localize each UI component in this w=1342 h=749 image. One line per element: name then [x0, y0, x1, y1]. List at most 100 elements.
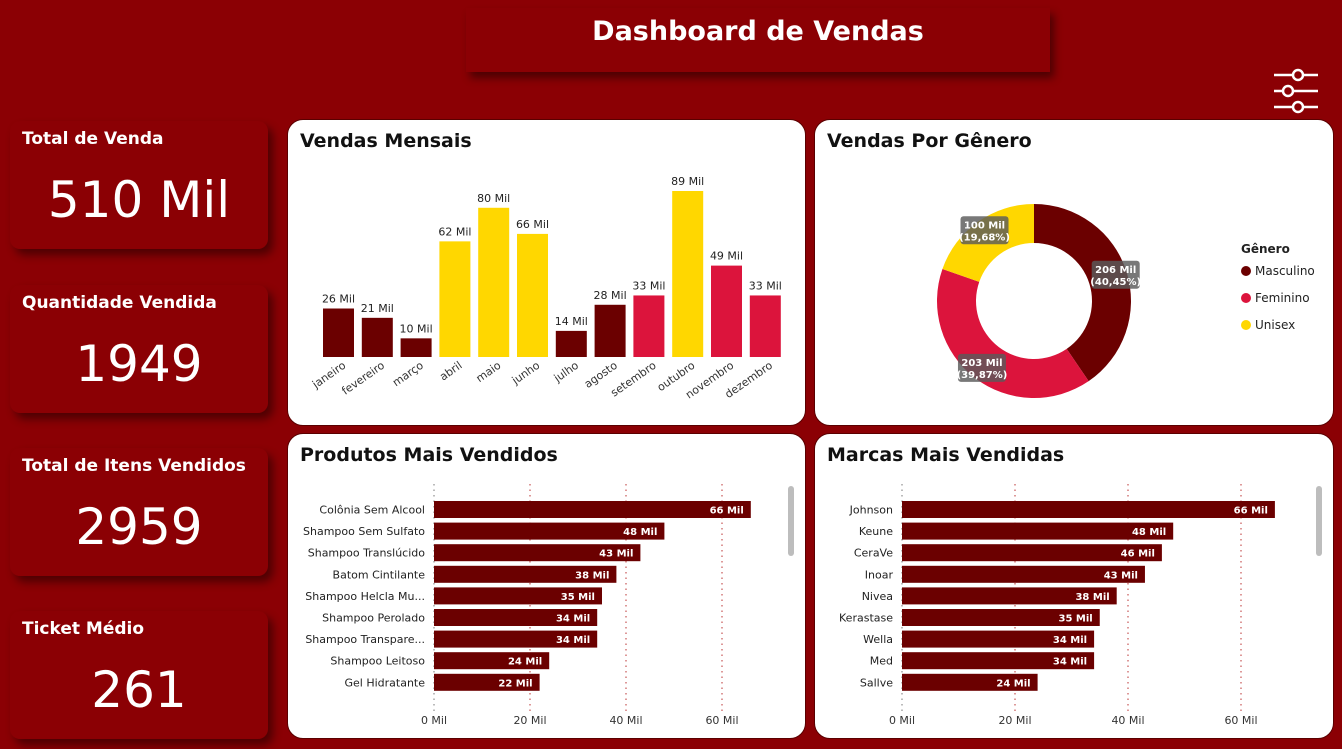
bar	[434, 501, 751, 518]
bar	[902, 587, 1117, 605]
scrollbar-thumb[interactable]	[1316, 486, 1322, 556]
category-label: Shampoo Leitoso	[330, 655, 425, 668]
x-tick-label: março	[390, 359, 426, 390]
x-tick-label: fevereiro	[339, 359, 387, 398]
data-label: 49 Mil	[710, 250, 743, 263]
bar-outubro	[672, 191, 704, 357]
data-label: 46 Mil	[1121, 549, 1155, 560]
category-label: Kerastase	[839, 612, 893, 625]
category-label: CeraVe	[854, 547, 893, 560]
card-title: Vendas Mensais	[300, 130, 472, 152]
slice-data-label: 100 Mil(19,68%)	[959, 216, 1010, 245]
bar-agosto	[594, 304, 626, 357]
data-label: 22 Mil	[498, 678, 532, 689]
category-label: Shampoo Translúcido	[308, 547, 426, 560]
slice-data-label: 203 Mil(39,87%)	[957, 353, 1007, 382]
x-tick-label: 0 Mil	[889, 714, 915, 727]
data-label-box	[957, 353, 1006, 382]
scrollbar-thumb[interactable]	[788, 486, 794, 556]
bar	[902, 673, 1038, 691]
bar-setembro	[633, 295, 665, 357]
legend-marker	[1241, 266, 1251, 276]
category-label: Shampoo Helcla Mu...	[305, 590, 425, 603]
data-label: 62 Mil	[438, 225, 471, 238]
x-tick-label: abril	[437, 359, 464, 384]
data-label: 43 Mil	[1104, 570, 1138, 581]
category-label: Inoar	[865, 568, 894, 581]
data-label: 35 Mil	[561, 592, 595, 603]
sliders-icon	[1274, 68, 1318, 114]
category-label: Batom Cintilante	[333, 568, 426, 581]
data-label-value: 206 Mil	[1095, 265, 1136, 276]
x-tick-label: 0 Mil	[421, 714, 447, 727]
kpi-total-itens: Total de Itens Vendidos 2959	[10, 448, 268, 576]
slice-data-label: 206 Mil(40,45%)	[1090, 260, 1141, 289]
category-label: Nivea	[862, 590, 893, 603]
bar-maio	[478, 207, 510, 357]
data-label: 38 Mil	[1075, 592, 1109, 603]
bar	[902, 652, 1095, 670]
data-label: 66 Mil	[516, 218, 549, 231]
data-label-value: 100 Mil	[964, 220, 1005, 231]
monthly-sales-card[interactable]: 26 Mil janeiro 21 Mil fevereiro 10 Mil março 6…	[287, 119, 806, 426]
kpi-label: Ticket Médio	[22, 619, 145, 639]
bar	[902, 565, 1145, 583]
category-label: Wella	[863, 633, 893, 646]
top-brands-card[interactable]: 0 Mil 20 Mil 40 Mil 60 Mil Johnson 66 Mil Keun…	[814, 433, 1334, 739]
bar-dezembro	[749, 295, 781, 357]
bar	[434, 522, 665, 540]
category-label: Shampoo Perolado	[322, 612, 425, 625]
data-label: 38 Mil	[575, 570, 609, 581]
data-label: 34 Mil	[1053, 657, 1087, 668]
card-title: Produtos Mais Vendidos	[300, 444, 558, 466]
x-tick-label: maio	[474, 359, 504, 385]
bar	[902, 630, 1095, 648]
data-label: 80 Mil	[477, 192, 510, 205]
x-tick-label: 20 Mil	[998, 714, 1031, 727]
legend-item: Masculino	[1255, 264, 1315, 278]
data-label: 66 Mil	[710, 506, 744, 517]
data-label-pct: (40,45%)	[1090, 277, 1141, 288]
bar-janeiro	[323, 308, 354, 357]
kpi-value: 1949	[75, 335, 203, 393]
filter-button[interactable]	[1272, 68, 1320, 114]
data-label: 28 Mil	[594, 289, 627, 302]
bar	[434, 565, 617, 583]
data-label: 33 Mil	[632, 279, 665, 292]
data-label: 66 Mil	[1234, 506, 1268, 517]
bar-julho	[555, 330, 587, 357]
bar-abril	[439, 241, 471, 357]
data-label-box	[960, 216, 1009, 245]
kpi-value: 510 Mil	[47, 171, 231, 229]
bar-fevereiro	[361, 317, 393, 357]
legend-title: Gênero	[1241, 242, 1290, 256]
legend-marker	[1241, 320, 1251, 330]
data-label: 21 Mil	[361, 302, 394, 315]
data-label: 10 Mil	[400, 322, 433, 335]
top-brands-chart: 0 Mil 20 Mil 40 Mil 60 Mil Johnson 66 Mil Keun…	[839, 484, 1322, 727]
data-label: 14 Mil	[555, 315, 588, 328]
data-label: 34 Mil	[556, 614, 590, 625]
x-tick-label: 40 Mil	[609, 714, 642, 727]
data-label: 33 Mil	[749, 279, 782, 292]
bar	[434, 673, 540, 691]
x-tick-label: julho	[551, 359, 581, 386]
data-label-value: 203 Mil	[961, 358, 1002, 369]
gender-donut-chart: 206 Mil(40,45%) 203 Mil(39,87%) 100 Mil(19…	[937, 204, 1315, 398]
dashboard-title-box: Dashboard de Vendas	[466, 8, 1050, 72]
gender-sales-card[interactable]: 206 Mil (40,45%) 203 Mil (39,87%) 100 Mil (19…	[814, 119, 1334, 426]
bar	[902, 522, 1174, 540]
category-label: Shampoo Transpare...	[305, 633, 425, 646]
legend-item: Feminino	[1255, 291, 1310, 305]
kpi-label: Total de Itens Vendidos	[22, 456, 246, 476]
kpi-label: Quantidade Vendida	[22, 293, 217, 313]
kpi-label: Total de Venda	[22, 129, 164, 149]
top-products-card[interactable]: 0 Mil 20 Mil 40 Mil 60 Mil Colônia Sem Alcoo…	[287, 433, 806, 739]
kpi-value: 261	[91, 661, 187, 719]
bar	[902, 501, 1275, 518]
category-label: Sallve	[860, 676, 893, 689]
bar-junho	[517, 233, 548, 357]
data-label-box	[1091, 260, 1140, 289]
bar	[902, 609, 1100, 626]
